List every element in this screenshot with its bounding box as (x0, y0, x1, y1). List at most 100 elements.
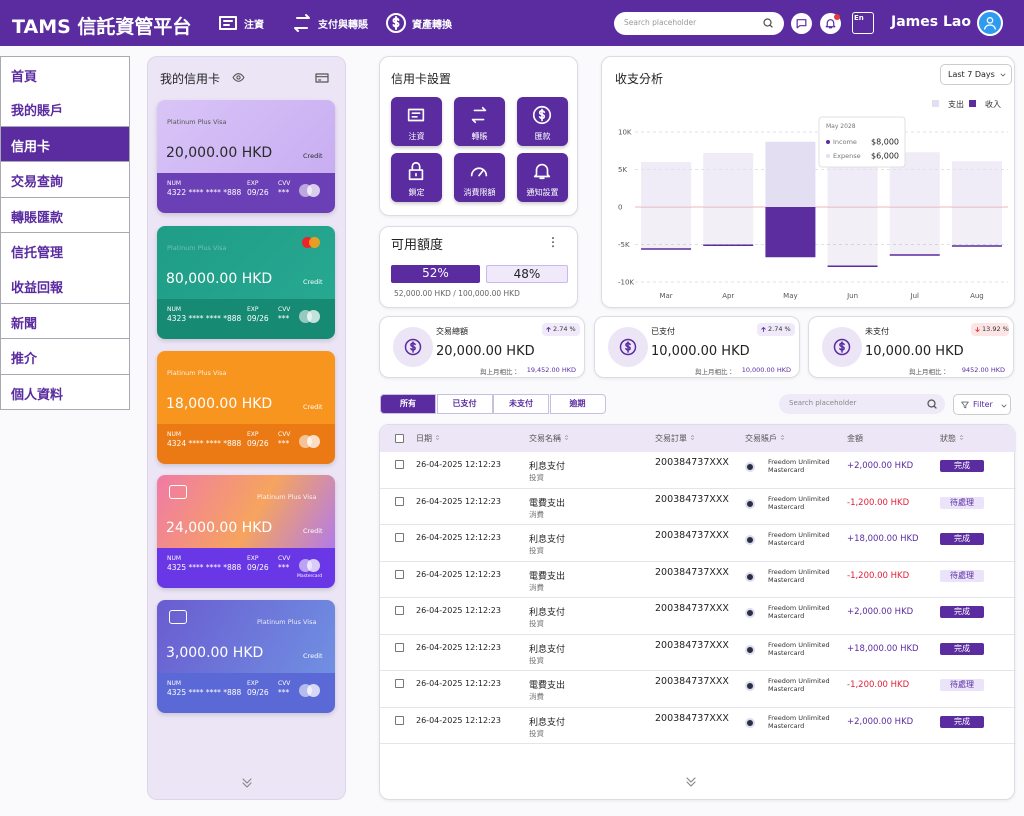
column-header[interactable]: 交易名稱 (529, 433, 570, 444)
icon (619, 338, 637, 356)
summary-icon (822, 327, 862, 367)
account-icon (745, 681, 755, 691)
logo-circle (307, 435, 320, 448)
panel-title: 信用卡設置 (391, 72, 452, 86)
sidebar-item[interactable]: 首頁 (0, 56, 130, 92)
card-field-label: NUM (167, 680, 182, 687)
compare-label: 與上月相比： (909, 368, 948, 376)
card-top (157, 100, 335, 173)
icon (961, 401, 969, 409)
search-box[interactable]: Search placeholder (614, 12, 784, 35)
sidebar-item[interactable]: 推介 (0, 339, 130, 375)
account-icon (745, 571, 755, 582)
checkbox[interactable] (395, 496, 404, 506)
icon (408, 161, 424, 181)
credit-card[interactable]: Platinum Plus Visa 24,000.00 HKD Credit NUM… (157, 475, 335, 588)
checkbox[interactable] (395, 569, 404, 579)
filter-button[interactable]: Filter (953, 394, 1011, 415)
nav-item[interactable]: 支付與轉賬 (290, 8, 368, 38)
sidebar-item[interactable]: 個人資料 (0, 374, 130, 411)
checkbox[interactable] (395, 715, 404, 725)
badge-dot (834, 14, 840, 20)
card-field-label: CVV (278, 680, 291, 687)
filter-tab[interactable]: 所有 (380, 394, 436, 414)
settings-button[interactable]: 鎖定 (391, 153, 442, 202)
checkbox[interactable] (395, 642, 404, 652)
sidebar-item[interactable]: 轉賬匯款 (0, 197, 130, 234)
icon (690, 435, 695, 440)
sidebar-item[interactable]: 信用卡 (0, 126, 130, 163)
summary-amount: 10,000.00 HKD (651, 344, 750, 359)
messages[interactable] (791, 13, 812, 34)
icon (1000, 73, 1006, 77)
column-header[interactable]: 日期 (416, 433, 441, 444)
checkbox[interactable] (395, 434, 404, 443)
filter-tab[interactable]: 已支付 (436, 394, 493, 414)
filter-tab[interactable]: 未支付 (493, 394, 549, 414)
credit-card[interactable]: Platinum Plus Visa 3,000.00 HKD Credit NUM 4… (157, 600, 335, 713)
limit-segment: 48% (485, 265, 568, 283)
card-field: 4325 **** **** *888 (167, 563, 242, 572)
sidebar-item[interactable]: 我的賬戶 (0, 91, 130, 127)
card-kind: Credit (303, 652, 323, 660)
card-field-label: CVV (278, 555, 291, 562)
checkbox[interactable] (395, 460, 404, 469)
time: 12:12:23 (465, 569, 501, 579)
sidebar-item[interactable]: 新聞 (0, 303, 130, 340)
column-header[interactable]: 交易賬戶 (745, 433, 786, 444)
amount: -1,200.00 HKD (847, 680, 910, 690)
icon-path (1000, 73, 1006, 77)
sidebar-item[interactable]: 交易查詢 (0, 162, 130, 198)
time: 12:12:23 (465, 642, 501, 652)
card-label: Platinum Plus Visa (257, 618, 317, 626)
sidebar-item[interactable]: 收益回報 (0, 268, 130, 304)
nav-label: 資產轉換 (412, 19, 452, 31)
settings-button[interactable]: 轉賬 (454, 97, 505, 146)
order-id: 200384737XXX (655, 676, 729, 687)
icon (927, 399, 937, 409)
table-search[interactable]: Search placeholder (779, 394, 945, 414)
checkbox[interactable] (395, 679, 404, 688)
y-tick-label: 10K (618, 129, 632, 137)
checkbox[interactable] (395, 606, 404, 615)
credit-card[interactable]: Platinum Plus Visa 18,000.00 HKD Credit NUM… (157, 351, 335, 464)
account-icon (745, 498, 755, 509)
avatar[interactable] (977, 10, 1003, 36)
limit-summary: 52,000.00 HKD / 100,000.00 HKD (394, 289, 520, 298)
filter-tab[interactable]: 逾期 (549, 394, 606, 414)
credit-card[interactable]: Platinum Plus Visa 80,000.00 HKD Credit NUM… (157, 226, 335, 339)
transaction-category: 投資 (529, 473, 544, 482)
card-field: 09/26 (247, 188, 269, 197)
change-badge: 2.74 % (542, 323, 580, 336)
settings-button[interactable]: 匯款 (517, 97, 568, 146)
checkbox[interactable] (395, 533, 404, 542)
icon (470, 167, 488, 177)
tooltip-value: $6,000 (871, 152, 899, 161)
settings-button[interactable]: 消費限額 (454, 153, 505, 202)
icon-path (796, 19, 807, 29)
card-field-label: NUM (167, 180, 182, 187)
column-header[interactable]: 交易訂單 (655, 433, 696, 444)
account-type: Mastercard (768, 575, 805, 584)
filter-label: Filter (973, 400, 993, 409)
time: 12:12:23 (465, 460, 501, 469)
sidebar-item[interactable]: 信托管理 (0, 233, 130, 269)
range-dropdown[interactable]: Last 7 Days (940, 64, 1012, 85)
account-icon (745, 717, 755, 728)
compare-value: 10,000.00 HKD (741, 366, 791, 374)
time: 12:12:23 (465, 679, 501, 688)
account-type: Mastercard (768, 721, 805, 730)
logo-circle (307, 310, 320, 323)
credit-card[interactable]: Platinum Plus Visa 20,000.00 HKD Credit NUM… (157, 100, 335, 213)
tooltip-dot (826, 140, 830, 144)
nav-item[interactable]: 資產轉換 (384, 8, 452, 38)
settings-button[interactable]: 通知設置 (517, 153, 568, 202)
language[interactable]: En (852, 12, 874, 34)
card-field-label: EXP (247, 431, 259, 438)
notifications[interactable] (820, 13, 841, 34)
settings-button[interactable]: 注資 (391, 97, 442, 146)
amount: +2,000.00 HKD (847, 461, 914, 471)
transaction-name: 利息支付 (529, 644, 566, 655)
nav-item[interactable]: 注資 (216, 8, 264, 38)
nav-label: 注資 (244, 19, 264, 31)
